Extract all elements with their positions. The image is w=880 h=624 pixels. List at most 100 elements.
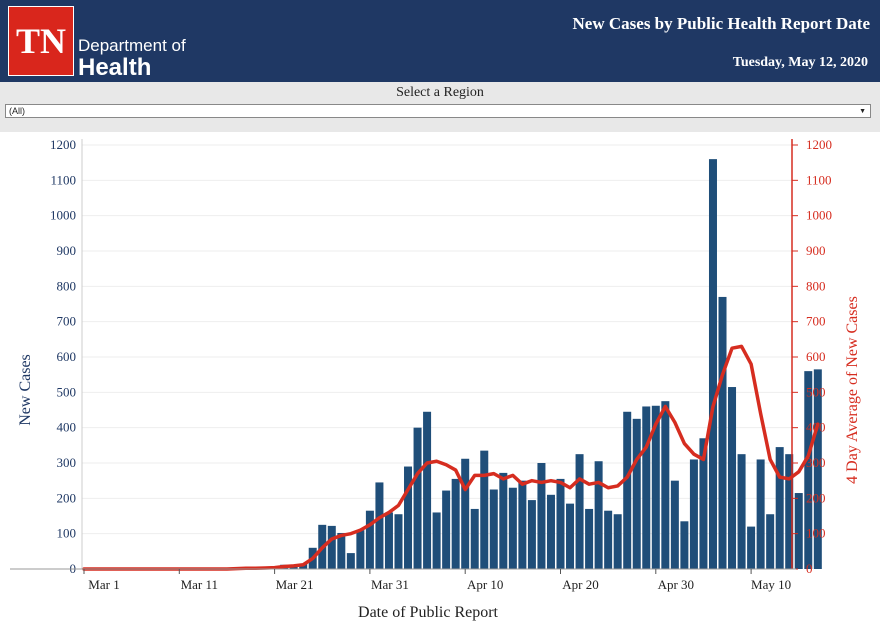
x-tick-label: Apr 20 (562, 577, 598, 592)
y-tick-label: 200 (57, 490, 77, 505)
bar (623, 411, 632, 569)
bar (813, 369, 822, 569)
y-tick-label: 800 (57, 278, 77, 293)
bar (747, 526, 756, 569)
report-date: Tuesday, May 12, 2020 (732, 55, 868, 70)
bar (785, 454, 794, 569)
logo-text: TN (15, 21, 66, 61)
bar (613, 514, 622, 569)
x-tick-label: Apr 30 (658, 577, 694, 592)
x-tick-label: Mar 31 (371, 577, 409, 592)
bar (728, 387, 737, 569)
bar (594, 461, 603, 569)
health-label: Health (78, 54, 152, 81)
bar (423, 411, 432, 569)
average-line-series (82, 344, 820, 571)
bar (604, 510, 613, 569)
y2-tick-label: 1000 (806, 208, 832, 223)
x-tick-label: Mar 11 (181, 577, 218, 592)
bar (737, 454, 746, 569)
bar (327, 525, 336, 569)
bar (384, 512, 393, 569)
bar (632, 418, 641, 569)
y-tick-label: 600 (57, 349, 77, 364)
region-label: Select a Region (396, 85, 484, 100)
bar (461, 458, 470, 569)
x-tick-label: Mar 1 (88, 577, 119, 592)
page-title: New Cases by Public Health Report Date (572, 14, 870, 33)
y2-tick-label: 1100 (806, 172, 832, 187)
header-banner: TN Department of Health New Cases by Pub… (0, 0, 880, 82)
chevron-down-icon[interactable]: ▼ (859, 107, 866, 115)
department-label: Department of (78, 36, 186, 55)
bar (708, 159, 717, 569)
y-tick-label: 400 (57, 420, 77, 435)
bar (546, 494, 555, 569)
region-filter-bar: Select a Region (All) ▼ (0, 82, 880, 132)
bar (527, 500, 536, 569)
y-axis-label: New Cases (17, 354, 34, 426)
y2-tick-label: 100 (806, 526, 826, 541)
y-tick-label: 500 (57, 384, 77, 399)
x-tick-label: Mar 21 (276, 577, 314, 592)
bar-series (232, 159, 822, 570)
y2-tick-label: 800 (806, 278, 826, 293)
bar (642, 406, 651, 569)
bar (680, 521, 689, 569)
bar (689, 459, 698, 569)
y2-tick-label: 0 (806, 561, 813, 576)
y2-tick-label: 1200 (806, 137, 832, 152)
bar (470, 508, 479, 569)
grid-lines (82, 144, 792, 570)
tn-logo: TN (8, 6, 74, 76)
y-tick-label: 700 (57, 314, 77, 329)
bar (337, 532, 346, 569)
cases-chart: 0010010020020030030040040050050060060070… (10, 137, 861, 621)
bar (413, 427, 422, 569)
y2-tick-label: 700 (806, 314, 826, 329)
axes: 0010010020020030030040040050050060060070… (10, 137, 832, 592)
x-axis-label: Date of Public Report (358, 604, 499, 621)
bar (346, 553, 355, 569)
bar (699, 438, 708, 569)
bar (442, 490, 451, 569)
bar (651, 405, 660, 569)
bar (718, 296, 727, 569)
bar (585, 508, 594, 569)
bar (756, 459, 765, 569)
bar (804, 371, 813, 569)
y2-axis-label: 4 Day Average of New Cases (844, 296, 861, 484)
bar (365, 510, 374, 569)
x-tick-label: Apr 10 (467, 577, 503, 592)
bar (451, 478, 460, 569)
bar (670, 480, 679, 569)
y2-tick-label: 600 (806, 349, 826, 364)
region-dropdown[interactable]: (All) ▼ (5, 104, 871, 118)
bar (575, 454, 584, 569)
y2-tick-label: 500 (806, 384, 826, 399)
y-tick-label: 1000 (50, 208, 76, 223)
y-tick-label: 300 (57, 455, 77, 470)
y2-tick-label: 400 (806, 420, 826, 435)
y-tick-label: 1100 (50, 172, 76, 187)
bar (356, 530, 365, 569)
x-tick-label: May 10 (751, 577, 791, 592)
bar (489, 489, 498, 569)
bar (566, 503, 575, 569)
bar (537, 463, 546, 569)
region-selected-value: (All) (9, 106, 25, 116)
bar (508, 487, 517, 569)
bar (661, 401, 670, 569)
average-line (82, 344, 820, 571)
bar (480, 450, 489, 569)
y-tick-label: 900 (57, 243, 77, 258)
y2-tick-label: 300 (806, 455, 826, 470)
bar (432, 512, 441, 569)
y-tick-label: 1200 (50, 137, 76, 152)
bar (766, 514, 775, 569)
bar (775, 447, 784, 569)
bar (394, 514, 403, 569)
bar (404, 466, 413, 569)
y2-tick-label: 900 (806, 243, 826, 258)
bar (556, 478, 565, 569)
